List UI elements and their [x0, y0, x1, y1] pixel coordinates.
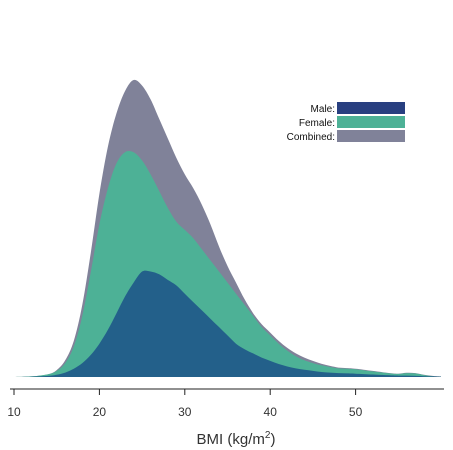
legend-label-female: Female: — [299, 118, 335, 129]
legend: Male: Female: Combined: — [287, 102, 405, 143]
x-tick-label-50: 50 — [349, 405, 363, 419]
x-tick-label-40: 40 — [264, 405, 278, 419]
legend-label-male: Male: — [311, 104, 335, 115]
legend-swatch-male — [337, 102, 405, 114]
x-tick-label-10: 10 — [7, 405, 21, 419]
legend-swatch-combined — [337, 130, 405, 142]
density-areas — [14, 79, 441, 377]
x-axis-title: BMI (kg/m2) — [197, 430, 276, 448]
area-male — [14, 270, 441, 377]
legend-swatch-female — [337, 116, 405, 128]
legend-label-combined: Combined: — [287, 132, 335, 143]
x-tick-label-20: 20 — [93, 405, 107, 419]
x-axis-ticks: 10 20 30 40 50 — [7, 389, 363, 419]
x-tick-label-30: 30 — [178, 405, 192, 419]
x-axis-title-superscript: 2 — [265, 430, 271, 441]
